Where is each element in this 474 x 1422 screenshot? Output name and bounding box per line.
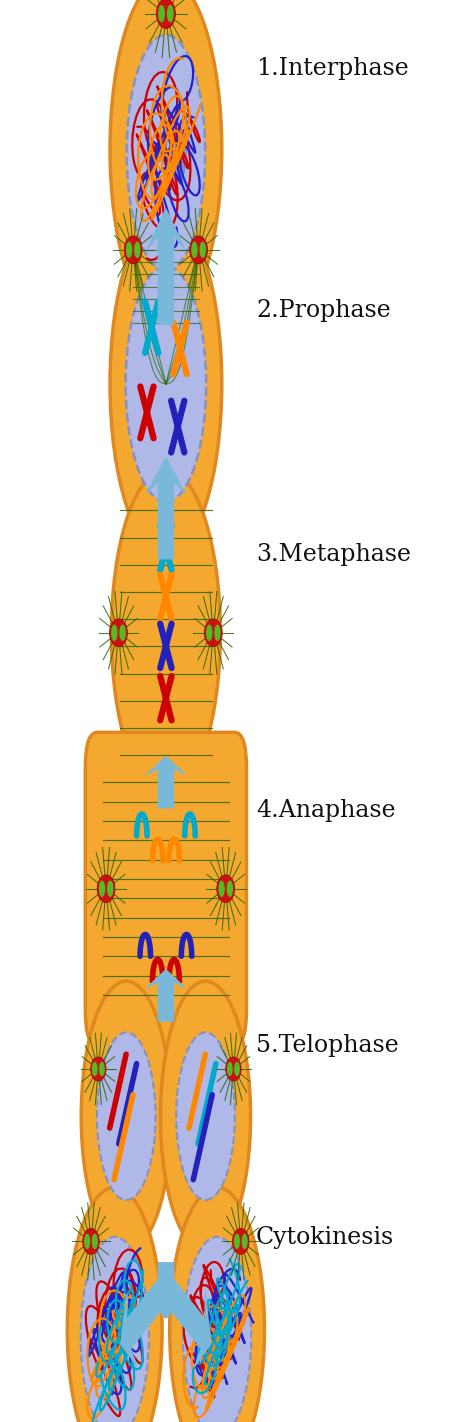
- Ellipse shape: [110, 0, 222, 321]
- FancyArrow shape: [121, 1273, 168, 1367]
- Circle shape: [111, 469, 220, 796]
- Circle shape: [176, 422, 179, 431]
- Circle shape: [92, 1062, 97, 1075]
- FancyArrow shape: [147, 458, 185, 559]
- Text: Cytokinesis: Cytokinesis: [256, 1226, 394, 1249]
- Circle shape: [242, 1234, 247, 1249]
- Circle shape: [192, 242, 197, 257]
- Ellipse shape: [81, 1237, 149, 1422]
- Circle shape: [179, 344, 182, 353]
- Circle shape: [146, 408, 148, 417]
- Ellipse shape: [232, 1229, 249, 1254]
- Circle shape: [170, 1187, 264, 1422]
- Circle shape: [100, 882, 104, 896]
- FancyArrow shape: [147, 1263, 185, 1318]
- Circle shape: [85, 1234, 90, 1249]
- Circle shape: [219, 882, 224, 896]
- Circle shape: [228, 882, 232, 896]
- Ellipse shape: [124, 236, 142, 263]
- Ellipse shape: [109, 619, 128, 647]
- Text: 4.Anaphase: 4.Anaphase: [256, 799, 396, 822]
- Circle shape: [235, 1234, 239, 1249]
- Circle shape: [127, 242, 132, 257]
- Ellipse shape: [82, 1229, 99, 1254]
- Ellipse shape: [226, 1057, 241, 1081]
- Text: 2.Prophase: 2.Prophase: [256, 299, 391, 321]
- Ellipse shape: [97, 875, 115, 903]
- Circle shape: [81, 981, 171, 1251]
- Circle shape: [100, 1062, 104, 1075]
- Text: 5.Telophase: 5.Telophase: [256, 1034, 399, 1057]
- FancyBboxPatch shape: [85, 732, 246, 1045]
- Ellipse shape: [217, 875, 235, 903]
- Circle shape: [159, 6, 164, 21]
- Circle shape: [228, 1062, 232, 1075]
- Circle shape: [168, 6, 173, 21]
- Circle shape: [135, 242, 140, 257]
- Circle shape: [164, 694, 167, 702]
- Circle shape: [92, 1234, 97, 1249]
- Circle shape: [120, 626, 125, 640]
- Ellipse shape: [183, 1237, 251, 1422]
- Ellipse shape: [126, 266, 206, 502]
- Circle shape: [169, 129, 186, 181]
- Ellipse shape: [127, 34, 205, 270]
- Circle shape: [108, 882, 113, 896]
- Circle shape: [215, 626, 220, 640]
- Ellipse shape: [110, 212, 222, 556]
- Ellipse shape: [190, 236, 208, 263]
- FancyArrow shape: [147, 209, 185, 324]
- FancyArrow shape: [147, 970, 185, 1021]
- Circle shape: [161, 981, 251, 1251]
- Circle shape: [200, 242, 205, 257]
- Circle shape: [67, 1187, 162, 1422]
- Text: 3.Metaphase: 3.Metaphase: [256, 543, 411, 566]
- Ellipse shape: [91, 1057, 106, 1081]
- Circle shape: [164, 641, 167, 650]
- Text: 1.Interphase: 1.Interphase: [256, 57, 409, 80]
- Ellipse shape: [176, 1032, 235, 1200]
- Ellipse shape: [204, 619, 222, 647]
- Circle shape: [164, 593, 167, 602]
- Circle shape: [150, 323, 153, 331]
- Ellipse shape: [156, 0, 175, 28]
- Ellipse shape: [97, 1032, 155, 1200]
- FancyArrow shape: [147, 757, 185, 808]
- Circle shape: [112, 626, 117, 640]
- Circle shape: [235, 1062, 239, 1075]
- Circle shape: [207, 626, 212, 640]
- Circle shape: [164, 543, 167, 552]
- FancyArrow shape: [164, 1273, 211, 1367]
